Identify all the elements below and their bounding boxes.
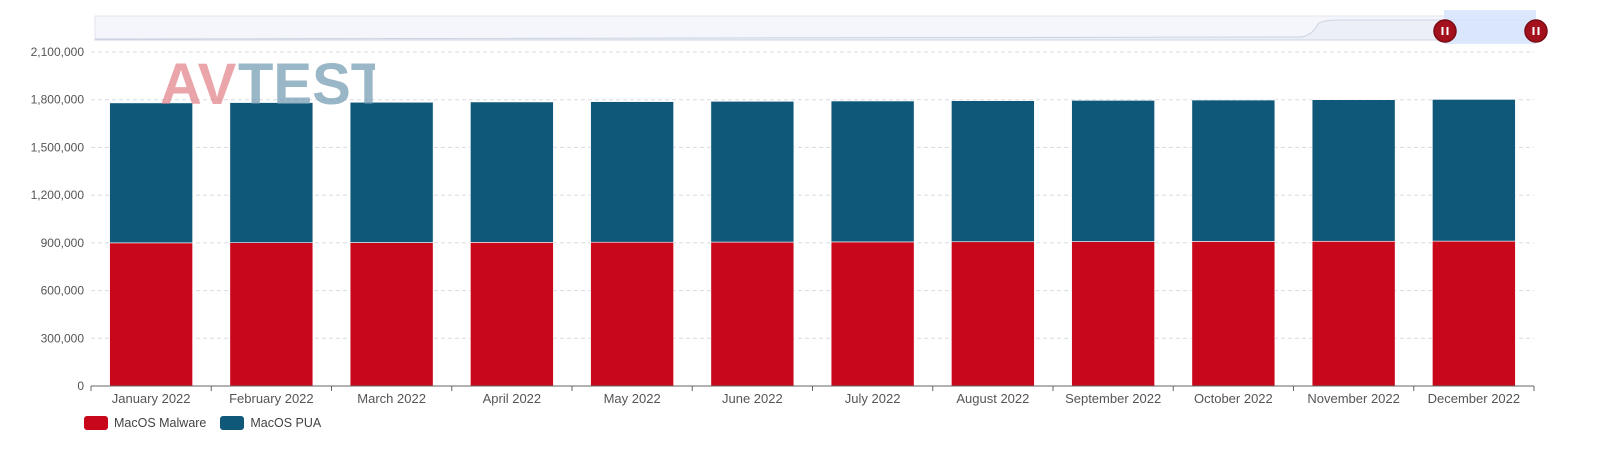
y-tick-label: 600,000 <box>41 284 85 298</box>
zoom-slider[interactable] <box>94 10 1548 44</box>
bar-malware <box>951 241 1035 387</box>
legend: MacOS Malware MacOS PUA <box>84 416 321 430</box>
y-tick-label: 900,000 <box>41 236 85 250</box>
zoom-track <box>94 15 1536 41</box>
pause-icon-bar <box>1446 27 1449 35</box>
pause-icon <box>1441 27 1449 35</box>
legend-swatch-pua <box>220 416 245 430</box>
gridlines <box>91 51 1534 339</box>
bar-pua <box>109 102 193 244</box>
legend-label-malware: MacOS Malware <box>114 416 207 430</box>
pause-icon-bar <box>1441 27 1444 35</box>
bar-malware <box>1311 240 1396 387</box>
bar-pua <box>830 100 915 243</box>
bar-pua <box>710 101 795 243</box>
bar-malware <box>470 242 554 387</box>
x-tick-label: March 2022 <box>357 391 426 406</box>
zoom-window <box>1444 10 1536 44</box>
bar-pua <box>1432 99 1516 242</box>
bar-pua <box>590 101 674 243</box>
bar-malware <box>1071 241 1155 387</box>
bar-malware <box>349 242 434 387</box>
y-tick-label: 1,500,000 <box>31 140 85 154</box>
x-tick-label: November 2022 <box>1307 391 1400 406</box>
bar-pua <box>349 101 434 243</box>
x-tick-label: June 2022 <box>722 391 783 406</box>
legend-label-pua: MacOS PUA <box>250 416 322 430</box>
y-tick-label: 2,100,000 <box>31 45 85 59</box>
x-tick-label: May 2022 <box>604 391 661 406</box>
bar-pua <box>951 100 1035 243</box>
x-tick-label: January 2022 <box>112 391 191 406</box>
zoom-handle-right[interactable] <box>1524 19 1548 43</box>
zoom-preview-area <box>94 19 1536 41</box>
bar-pua <box>229 102 314 243</box>
x-tick-label: February 2022 <box>229 391 314 406</box>
bar-pua <box>470 101 554 243</box>
legend-item-malware[interactable]: MacOS Malware <box>84 416 206 430</box>
x-tick-label: September 2022 <box>1065 391 1161 406</box>
bar-malware <box>1191 241 1276 387</box>
pause-icon-bar <box>1532 27 1535 35</box>
legend-swatch-malware <box>84 416 108 430</box>
zoom-handle-circle <box>1524 19 1548 43</box>
y-tick-label: 1,800,000 <box>31 93 85 107</box>
bar-pua <box>1071 100 1155 242</box>
bar-pua <box>1191 99 1276 242</box>
x-tick-label: July 2022 <box>845 391 901 406</box>
zoom-handle-left[interactable] <box>1433 19 1457 43</box>
legend-item-pua[interactable]: MacOS PUA <box>220 416 321 430</box>
y-tick-label: 0 <box>77 379 84 393</box>
bar-malware <box>229 242 314 387</box>
y-axis: 0 300,000 600,000 900,000 1,200,000 1,500,000… <box>31 45 85 393</box>
x-tick-label: August 2022 <box>956 391 1029 406</box>
x-tick-label: April 2022 <box>483 391 542 406</box>
bars <box>109 99 1516 387</box>
x-axis: January 2022 February 2022 March 2022 April… <box>90 385 1535 406</box>
bar-malware <box>710 241 795 387</box>
y-tick-label: 1,200,000 <box>31 188 85 202</box>
y-tick-label: 300,000 <box>41 331 85 345</box>
zoom-handle-circle <box>1433 19 1457 43</box>
bar-pua <box>1311 99 1396 242</box>
x-tick-label: October 2022 <box>1194 391 1273 406</box>
bar-malware <box>830 241 915 387</box>
pause-icon <box>1532 27 1540 35</box>
x-tick-label: December 2022 <box>1428 391 1521 406</box>
bar-malware <box>1432 240 1516 387</box>
bar-malware <box>109 242 193 387</box>
bar-malware <box>590 241 674 387</box>
pause-icon-bar <box>1537 27 1540 35</box>
